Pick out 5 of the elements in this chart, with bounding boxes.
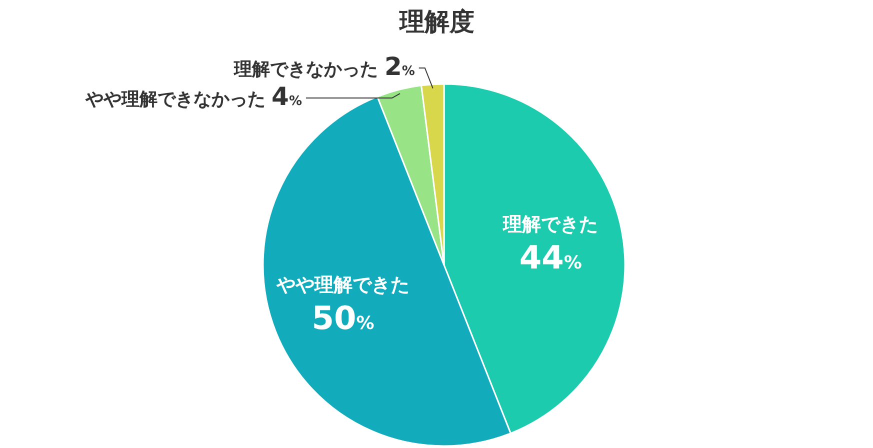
chart-title: 理解度: [398, 7, 474, 36]
data-label: 4%: [272, 82, 302, 111]
slice-label: 理解できなかった: [233, 59, 384, 80]
data-label: 2%: [384, 52, 415, 81]
slice-label: やや理解できなかった: [84, 89, 272, 110]
